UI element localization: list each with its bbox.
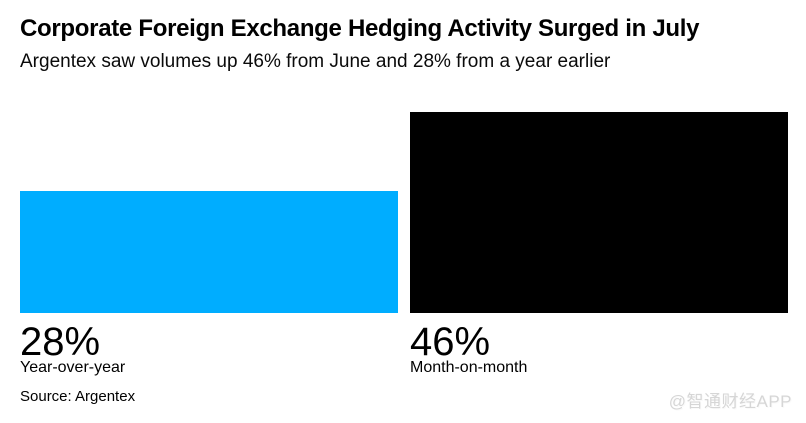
category-label-month-on-month: Month-on-month [410,359,528,376]
value-label-month-on-month: 46% [410,320,491,364]
watermark: @智通财经APP [668,392,792,411]
chart-subtitle: Argentex saw volumes up 46% from June an… [20,51,611,72]
category-label-year-over-year: Year-over-year [20,359,126,376]
bar-year-over-year [20,191,398,313]
bar-month-on-month [410,112,788,313]
value-label-year-over-year: 28% [20,320,101,364]
chart-title: Corporate Foreign Exchange Hedging Activ… [20,15,700,42]
source-note: Source: Argentex [20,388,136,405]
